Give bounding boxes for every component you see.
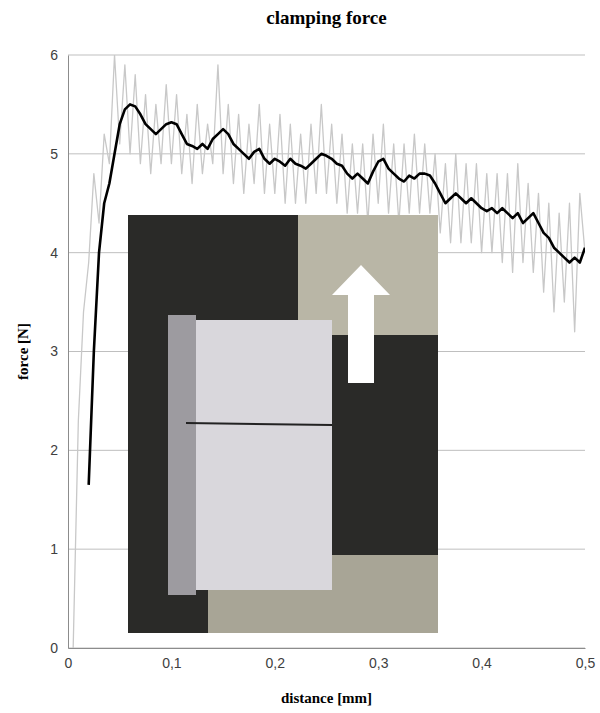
x-tick: 0 bbox=[65, 648, 73, 671]
x-tick-label: 0,2 bbox=[266, 655, 286, 671]
chart: 0 0,1 0,2 0,3 0,4 0,5 0 1 2 3 4 5 6 clamping force dis… bbox=[0, 0, 600, 713]
y-tick-label: 2 bbox=[50, 442, 58, 458]
y-tick-label: 4 bbox=[50, 245, 58, 261]
y-tick-label: 0 bbox=[50, 640, 58, 656]
x-tick-label: 0,3 bbox=[369, 655, 389, 671]
grid-line bbox=[68, 153, 585, 154]
line-series bbox=[73, 55, 585, 648]
x-tick-label: 0,5 bbox=[576, 655, 596, 671]
grid-line bbox=[68, 55, 585, 56]
x-tick: 0,5 bbox=[576, 648, 596, 671]
y-tick-label: 1 bbox=[50, 541, 58, 557]
plot-area: 0 0,1 0,2 0,3 0,4 0,5 0 1 2 3 4 5 6 bbox=[50, 47, 595, 671]
grid-line bbox=[68, 648, 585, 649]
x-tick-label: 0,4 bbox=[472, 655, 492, 671]
series-layer bbox=[73, 55, 585, 648]
x-tick: 0,2 bbox=[266, 648, 286, 671]
photo-cut bbox=[186, 423, 332, 425]
y-tick: 5 bbox=[50, 146, 68, 162]
x-tick-label: 0 bbox=[65, 655, 73, 671]
y-tick: 4 bbox=[50, 245, 68, 261]
x-tick: 0,1 bbox=[162, 648, 182, 671]
y-tick-label: 6 bbox=[50, 47, 58, 63]
y-tick-label: 5 bbox=[50, 146, 58, 162]
y-tick: 6 bbox=[50, 47, 68, 63]
x-axis-line bbox=[69, 648, 586, 649]
photo-arrow bbox=[332, 265, 390, 383]
photo-specimen bbox=[190, 320, 332, 590]
y-tick: 1 bbox=[50, 541, 68, 557]
y-axis-title: force [N] bbox=[15, 323, 31, 380]
x-tick-label: 0,1 bbox=[162, 655, 182, 671]
chart-title: clamping force bbox=[266, 7, 387, 28]
y-tick-label: 3 bbox=[50, 343, 58, 359]
y-tick: 2 bbox=[50, 442, 68, 458]
x-tick: 0,3 bbox=[369, 648, 389, 671]
photo-bg bbox=[128, 215, 438, 633]
inset-photo bbox=[128, 215, 438, 633]
photo-specimen-left bbox=[168, 315, 196, 595]
y-tick: 0 bbox=[50, 640, 68, 656]
y-axis: 0 1 2 3 4 5 6 bbox=[50, 47, 68, 656]
x-axis-title: distance [mm] bbox=[281, 690, 372, 706]
y-tick: 3 bbox=[50, 343, 68, 359]
grid bbox=[68, 55, 585, 648]
x-tick: 0,4 bbox=[472, 648, 492, 671]
x-axis: 0 0,1 0,2 0,3 0,4 0,5 bbox=[65, 648, 596, 671]
y-axis-line bbox=[68, 56, 69, 649]
